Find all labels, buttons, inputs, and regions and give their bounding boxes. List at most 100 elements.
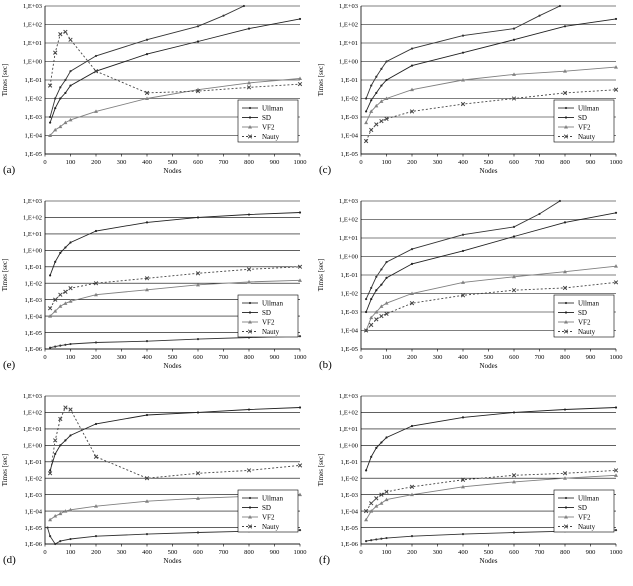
series-sd-point — [563, 221, 567, 224]
y-tick-label: 1,E+02 — [339, 217, 358, 224]
series-nauty-point — [58, 32, 63, 37]
series-ullman-point — [558, 4, 561, 8]
series-vf2-point — [369, 315, 374, 320]
series-nauty-point — [613, 87, 619, 92]
legend-ullman-point — [248, 301, 252, 305]
legend-ullman-point — [248, 496, 252, 500]
series-ullman-point — [59, 344, 62, 347]
series-ullman-point — [59, 86, 62, 89]
x-tick-label: 900 — [270, 354, 280, 361]
series-nauty-point — [68, 37, 73, 42]
legend-label: VF2 — [578, 318, 591, 326]
y-tick-label: 1,E+00 — [339, 254, 358, 261]
series-vf2-point — [512, 274, 516, 279]
x-tick-label: 300 — [433, 354, 443, 361]
x-tick-label: 600 — [193, 549, 203, 556]
chart-panel-b: 1,E-05 1,E-04 1,E-03 1,E-02 1,E-01 1,E+00 1,E+… — [317, 198, 623, 371]
series-vf2-point — [298, 492, 302, 497]
series-ullman-point — [410, 248, 414, 251]
series-vf2-point — [58, 511, 63, 516]
x-tick-label: 400 — [458, 354, 468, 361]
series-nauty-point — [53, 297, 58, 302]
series-sd-point — [385, 78, 388, 82]
series-vf2-point — [68, 117, 73, 122]
y-axis-label: Times [sec] — [1, 454, 9, 487]
series-vf2-point — [614, 264, 618, 268]
series-ullman-line — [366, 529, 617, 542]
x-axis-label: Nodes — [480, 167, 498, 175]
series-nauty-point — [63, 289, 68, 294]
series-nauty-point — [68, 407, 73, 412]
series-sd-point — [69, 241, 72, 244]
series-vf2-point — [145, 499, 149, 503]
x-tick-label: 600 — [509, 159, 519, 166]
x-tick-label: 0 — [359, 549, 362, 556]
series-sd-point — [64, 91, 67, 95]
legend-label: VF2 — [262, 513, 275, 521]
series-vf2-point — [53, 309, 58, 313]
series-sd-point — [247, 27, 251, 30]
legend-sd-point — [564, 311, 568, 314]
x-tick-label: 900 — [270, 159, 280, 166]
legend-label: SD — [262, 114, 271, 122]
legend-label: SD — [262, 309, 271, 317]
series-ullman-point — [59, 540, 62, 543]
series-sd-point — [145, 413, 149, 417]
series-ullman-point — [49, 115, 52, 119]
series-nauty — [363, 87, 619, 144]
series-nauty-point — [369, 322, 374, 328]
series-nauty-point — [511, 288, 517, 293]
y-tick-label: 1,E+02 — [23, 22, 42, 29]
series-ullman-point — [558, 199, 561, 203]
series-sd-point — [512, 235, 516, 238]
y-tick-label: 1,E-05 — [24, 525, 42, 532]
series-nauty — [47, 264, 303, 311]
series-sd-line — [365, 18, 617, 112]
y-tick-label: 1,E-04 — [340, 328, 358, 335]
series-ullman-point — [49, 346, 52, 349]
y-tick-label: 1,E-05 — [340, 525, 358, 532]
x-tick-label: 0 — [359, 159, 362, 166]
series-ullman-point — [614, 529, 618, 532]
y-tick-label: 1,E-03 — [24, 297, 42, 304]
x-tick-label: 100 — [66, 354, 76, 361]
x-tick-label: 900 — [586, 159, 596, 166]
series-vf2-point — [374, 504, 379, 508]
series-ullman-point — [242, 4, 245, 8]
series-nauty-point — [47, 306, 53, 311]
legend-label: Nauty — [578, 328, 596, 336]
x-tick-label: 900 — [270, 549, 280, 556]
x-tick-label: 800 — [244, 159, 254, 166]
series-nauty-point — [58, 292, 63, 297]
series-ullman-point — [461, 532, 465, 536]
series-nauty-point — [409, 109, 415, 114]
x-tick-label: 700 — [219, 159, 229, 166]
series-nauty-point — [93, 69, 99, 74]
y-tick-label: 1,E+01 — [23, 40, 42, 47]
legend-label: VF2 — [262, 123, 275, 131]
series-vf2-point — [196, 496, 200, 500]
y-tick-label: 1,E-03 — [24, 114, 42, 121]
series-vf2-point — [48, 314, 53, 318]
panel-label: (c) — [319, 164, 332, 176]
series-nauty-point — [363, 508, 369, 514]
series-vf2-point — [94, 504, 98, 508]
x-tick-label: 700 — [535, 354, 545, 361]
series-ullman-point — [222, 14, 225, 17]
series-nauty-point — [613, 280, 619, 285]
series-ullman-line — [50, 335, 301, 349]
series-nauty-point — [93, 281, 99, 286]
series-nauty — [363, 468, 619, 514]
x-tick-label: 400 — [142, 354, 152, 361]
legend-ullman-point — [564, 106, 568, 110]
series-vf2-point — [461, 78, 465, 82]
series-nauty-line — [49, 266, 301, 309]
y-tick-label: 1,E-01 — [24, 264, 42, 271]
series-vf2-point — [247, 279, 251, 284]
series-nauty-line — [49, 31, 301, 94]
series-nauty-line — [365, 281, 617, 331]
x-tick-label: 500 — [168, 549, 178, 556]
